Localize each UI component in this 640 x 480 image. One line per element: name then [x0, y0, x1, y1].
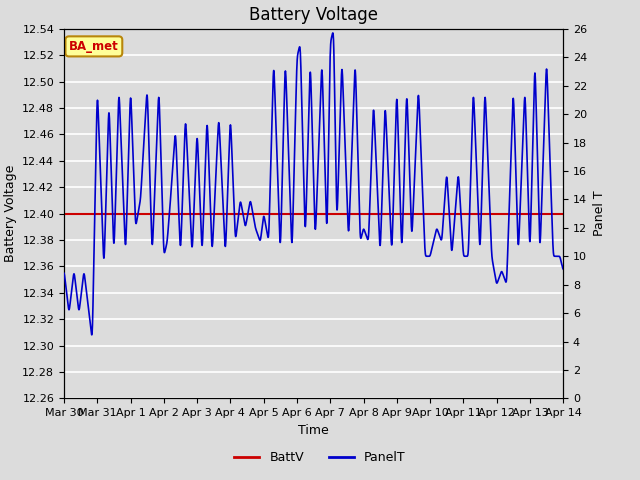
Legend: BattV, PanelT: BattV, PanelT	[229, 446, 411, 469]
Y-axis label: Battery Voltage: Battery Voltage	[4, 165, 17, 262]
Title: Battery Voltage: Battery Voltage	[249, 6, 378, 24]
Y-axis label: Panel T: Panel T	[593, 191, 605, 237]
Text: BA_met: BA_met	[69, 40, 119, 53]
X-axis label: Time: Time	[298, 424, 329, 437]
